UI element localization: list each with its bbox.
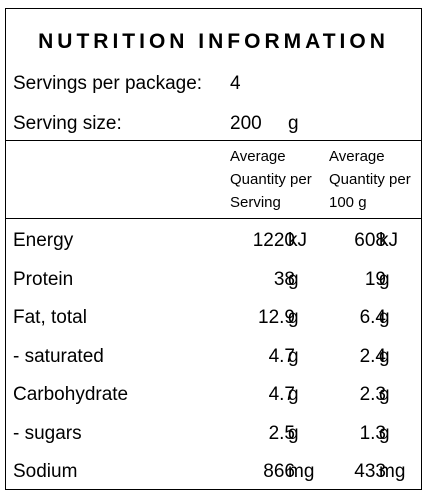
nutrient-name: Carbohydrate [13, 384, 129, 405]
nutrient-name: Sodium [13, 461, 78, 482]
nutrient-name: Energy [13, 230, 74, 251]
table-row: Energy 1220 kJ 608 kJ [6, 231, 421, 269]
per-serving-value: 1220 [252, 230, 295, 251]
per-serving-value: 866 [263, 461, 295, 482]
per-serving-value: 4.7 [268, 384, 295, 405]
per-serving-unit: g [288, 384, 299, 405]
column-header-per-serving: Average Quantity per Serving [230, 145, 312, 214]
per-serving-unit: g [288, 268, 299, 290]
per-100g-unit: kJ [379, 230, 398, 251]
servings-per-package-value: 4 [230, 73, 241, 94]
table-row: Sodium 866 mg 433 mg [6, 462, 421, 500]
table-row: - sugars 2.5 g 1.3 g [6, 424, 421, 462]
per-100g-value: 2.3 [359, 384, 386, 405]
table-row: Protein 38 g 19 g [6, 270, 421, 308]
panel-title: NUTRITION INFORMATION [38, 30, 389, 53]
column-header-line: Quantity per [230, 171, 312, 188]
table-row: Carbohydrate 4.7 g 2.3 g [6, 385, 421, 423]
per-serving-unit: g [288, 422, 299, 444]
per-serving-value: 2.5 [268, 422, 295, 444]
per-serving-value: 12.9 [258, 307, 295, 328]
per-serving-unit: kJ [288, 230, 307, 251]
table-row: - saturated 4.7 g 2.4 g [6, 347, 421, 385]
nutrition-panel: NUTRITION INFORMATION Servings per packa… [5, 8, 422, 490]
per-serving-unit: mg [288, 461, 315, 482]
per-100g-unit: g [379, 422, 390, 444]
per-serving-value: 4.7 [268, 345, 295, 367]
per-100g-unit: g [379, 384, 390, 405]
per-serving-unit: g [288, 345, 299, 367]
per-100g-value: 19 [364, 268, 386, 290]
per-100g-unit: g [379, 345, 390, 367]
column-header-line: Serving [230, 194, 281, 211]
column-header-line: 100 g [329, 194, 367, 211]
per-100g-value: 433 [354, 461, 386, 482]
per-serving-unit: g [288, 307, 299, 328]
per-serving-value: 38 [273, 268, 295, 290]
nutrient-name: - saturated [13, 345, 104, 367]
per-100g-value: 6.4 [359, 307, 386, 328]
per-100g-unit: mg [379, 461, 406, 482]
per-100g-value: 608 [354, 230, 386, 251]
nutrient-name: - sugars [13, 422, 82, 444]
column-header-line: Average [230, 148, 286, 165]
per-100g-value: 2.4 [359, 345, 386, 367]
per-100g-value: 1.3 [359, 422, 386, 444]
nutrient-name: Protein [13, 268, 74, 290]
serving-size-value: 200 [230, 113, 262, 134]
servings-per-package-label: Servings per package: [13, 73, 203, 94]
serving-size-label: Serving size: [13, 113, 122, 134]
column-header-divider [6, 218, 421, 219]
per-100g-unit: g [379, 268, 390, 290]
table-row: Fat, total 12.9 g 6.4 g [6, 308, 421, 346]
column-header-line: Average [329, 148, 385, 165]
serving-size-unit: g [288, 113, 299, 134]
column-header-line: Quantity per [329, 171, 411, 188]
nutrient-name: Fat, total [13, 307, 87, 328]
header-divider [6, 140, 421, 141]
column-header-per-100g: Average Quantity per 100 g [329, 145, 411, 214]
per-100g-unit: g [379, 307, 390, 328]
